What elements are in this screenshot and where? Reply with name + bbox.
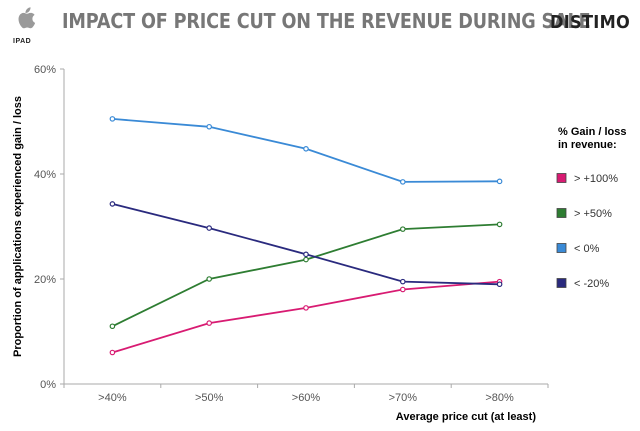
legend-label: < 0% — [574, 243, 600, 255]
data-point — [206, 276, 213, 282]
legend-swatch — [556, 278, 567, 288]
data-point — [206, 320, 213, 326]
legend-swatch — [556, 173, 567, 183]
chart-title: IMPACT OF PRICE CUT ON THE REVENUE DURIN… — [62, 9, 591, 33]
y-tick-label: 60% — [34, 64, 56, 76]
y-tick-label: 0% — [40, 379, 56, 391]
data-point — [496, 281, 503, 288]
data-point — [303, 305, 309, 311]
data-point — [303, 251, 309, 258]
data-point — [109, 323, 116, 330]
chart-axes: 0% 20% 40% 60% >40% >50% >60% >70% >80% Average p… — [12, 64, 549, 423]
x-tick-label: >50% — [195, 392, 224, 404]
series-0 — [109, 116, 503, 185]
data-point — [399, 226, 406, 232]
series-20 — [109, 201, 503, 288]
data-point — [303, 256, 309, 263]
data-point — [399, 278, 406, 285]
series-line — [112, 280, 500, 354]
data-point — [303, 146, 309, 152]
data-point — [496, 178, 503, 185]
legend-title: in revenue: — [558, 139, 617, 151]
y-tick-label: 40% — [34, 169, 56, 181]
data-point — [109, 116, 116, 122]
legend-label: < -20% — [574, 278, 609, 290]
series-50 — [109, 221, 503, 330]
legend-label: > +100% — [574, 173, 618, 185]
legend-title: % Gain / loss — [558, 126, 626, 138]
chart-header: IPAD IMPACT OF PRICE CUT ON THE REVENUE … — [0, 0, 640, 52]
x-tick-label: >60% — [292, 392, 321, 404]
data-point — [206, 225, 213, 231]
x-tick-label: >80% — [485, 392, 514, 404]
data-point — [496, 221, 503, 228]
brand-logo: DISTIMO — [550, 12, 631, 33]
x-axis-title: Average price cut (at least) — [396, 411, 537, 423]
data-point — [109, 349, 116, 356]
data-point — [399, 179, 406, 185]
y-tick-label: 20% — [34, 274, 56, 286]
data-point — [399, 286, 406, 293]
series-line — [112, 203, 500, 286]
legend-label: > +50% — [574, 208, 612, 220]
x-tick-label: >70% — [389, 392, 418, 404]
apple-logo-icon — [18, 7, 36, 29]
legend-swatch — [556, 208, 567, 218]
chart-series — [109, 116, 503, 356]
platform-label: IPAD — [13, 38, 32, 45]
series-100 — [109, 278, 503, 356]
data-point — [206, 123, 213, 130]
series-line — [112, 223, 500, 328]
y-axis-title: Proportion of applications experienced g… — [12, 96, 24, 357]
x-tick-label: >40% — [98, 392, 127, 404]
data-point — [109, 201, 116, 207]
legend-swatch — [556, 243, 567, 253]
